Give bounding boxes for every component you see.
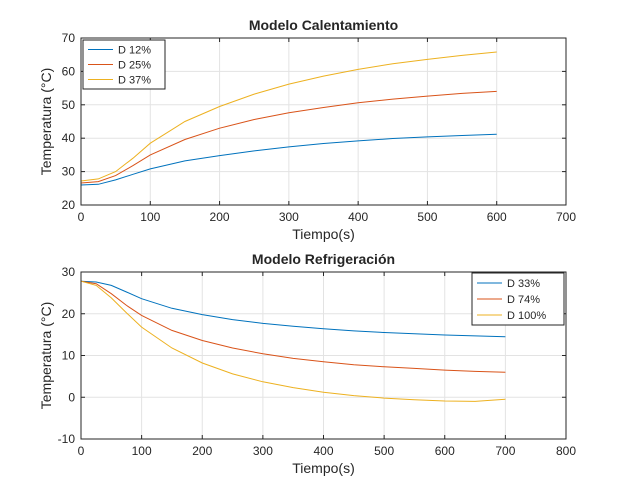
x-tick-label: 600 [435, 444, 455, 458]
chart-title: Modelo Refrigeración [252, 251, 395, 267]
x-tick-label: 700 [556, 210, 576, 224]
y-tick-label: 60 [62, 64, 76, 78]
y-tick-label: 30 [62, 265, 76, 279]
x-tick-label: 200 [192, 444, 212, 458]
y-tick-label: 70 [62, 31, 76, 45]
series-line-1 [80, 133, 497, 186]
y-tick-label: 50 [62, 98, 76, 112]
y-axis-label: Temperatura (°C) [38, 68, 54, 176]
y-tick-label: 30 [62, 165, 76, 179]
x-tick-label: 600 [487, 210, 507, 224]
x-tick-label: 500 [417, 210, 437, 224]
y-tick-label: 10 [62, 349, 76, 363]
legend-entry-3: D 100% [507, 310, 546, 322]
x-tick-label: 100 [140, 210, 160, 224]
x-tick-label: 400 [313, 444, 333, 458]
y-tick-label: 20 [62, 307, 76, 321]
x-tick-label: 0 [78, 210, 85, 224]
x-tick-label: 200 [210, 210, 230, 224]
series-line-3 [80, 280, 506, 402]
y-tick-label: 40 [62, 131, 76, 145]
y-tick-label: 0 [68, 390, 75, 404]
y-tick-label: 20 [62, 198, 76, 212]
x-tick-label: 300 [279, 210, 299, 224]
chart-title: Modelo Calentamiento [249, 17, 398, 33]
series-line-3 [80, 51, 497, 182]
x-tick-label: 300 [253, 444, 273, 458]
axes-box [80, 37, 567, 206]
heating-chart: 0 100 200 300 400 500 600 700 20 30 40 50 60 70 Modelo… [38, 17, 576, 242]
x-tick-label: 100 [132, 444, 152, 458]
x-tick-label: 0 [78, 444, 85, 458]
legend-entry-3: D 37% [118, 75, 151, 87]
x-axis-label: Tiempo(s) [292, 226, 355, 242]
legend-entry-2: D 25% [118, 60, 151, 72]
x-axis-label: Tiempo(s) [292, 460, 355, 476]
series-line-1 [80, 280, 506, 338]
x-tick-label: 400 [348, 210, 368, 224]
series-line-2 [80, 90, 497, 184]
y-tick-label: -10 [58, 432, 76, 446]
cooling-chart: 0 100 200 300 400 500 600 700 800-100102030Model… [38, 251, 576, 476]
x-tick-label: 800 [556, 444, 576, 458]
legend-entry-1: D 12% [118, 45, 151, 57]
x-tick-label: 700 [495, 444, 515, 458]
series-line-2 [80, 280, 506, 373]
y-axis-label: Temperatura (°C) [38, 302, 54, 410]
legend-entry-2: D 74% [507, 294, 540, 306]
x-tick-label: 500 [374, 444, 394, 458]
legend-entry-1: D 33% [507, 278, 540, 290]
